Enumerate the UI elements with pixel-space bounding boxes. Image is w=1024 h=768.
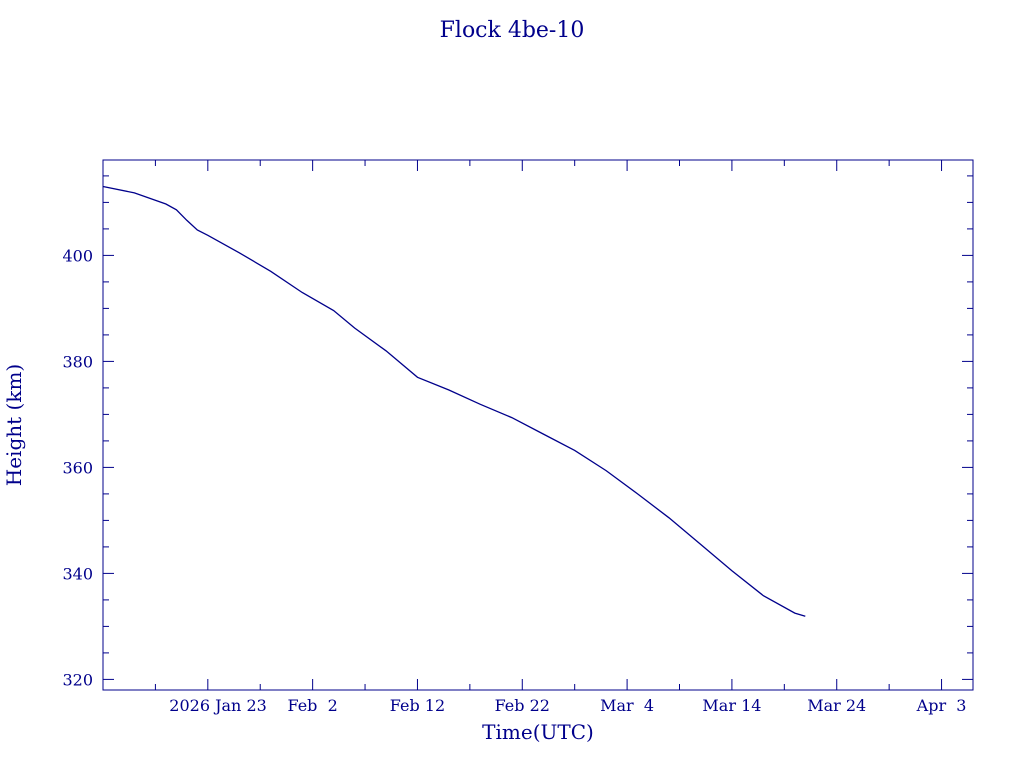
x-tick-label: Apr 3 [916, 696, 967, 715]
y-tick-label: 340 [62, 564, 93, 583]
x-tick-label: Mar 4 [600, 696, 654, 715]
x-tick-label: Mar 24 [807, 696, 866, 715]
x-tick-label: Feb 2 [287, 696, 337, 715]
y-tick-label: 380 [62, 352, 93, 371]
y-axis: 320 340 360 380 400 [62, 175, 973, 689]
x-axis: 2026 Jan 23 Feb 2 Feb 12 Feb 22 Mar 4 Mar 14 M… [154, 160, 967, 715]
plot-frame [102, 159, 974, 691]
y-tick-label: 320 [62, 670, 93, 689]
chart-title: Flock 4be-10 [440, 18, 585, 43]
x-axis-label: Time(UTC) [482, 720, 594, 744]
x-tick-label: 2026 Jan 23 [169, 696, 267, 715]
y-tick-label: 360 [62, 458, 93, 477]
height-series-line [102, 185, 806, 617]
x-tick-label: Mar 14 [702, 696, 761, 715]
y-axis-label: Height (km) [2, 364, 26, 486]
x-tick-label: Feb 12 [390, 696, 445, 715]
x-tick-label: Feb 22 [495, 696, 550, 715]
y-tick-label: 400 [62, 246, 93, 265]
